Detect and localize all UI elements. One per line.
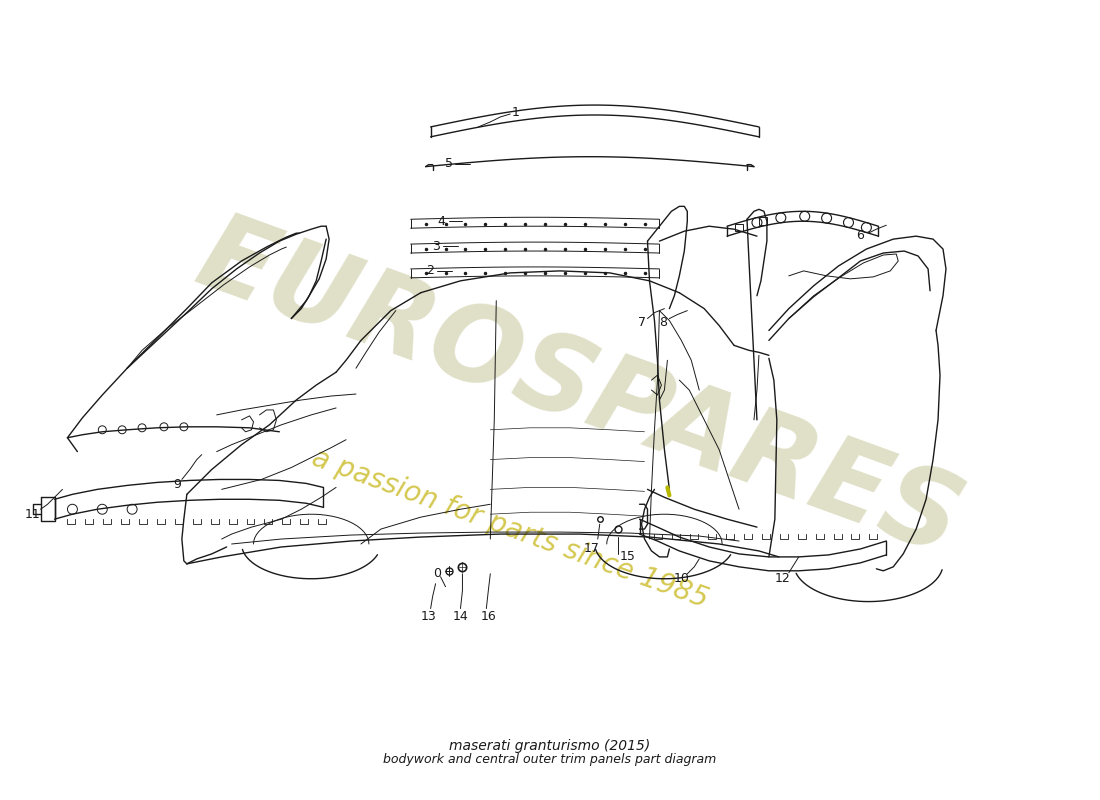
Text: 5: 5: [444, 157, 452, 170]
Text: 10: 10: [673, 572, 690, 586]
Text: 16: 16: [481, 610, 496, 623]
Text: 9: 9: [173, 478, 180, 491]
Text: 12: 12: [774, 572, 791, 586]
Text: 7: 7: [638, 316, 646, 329]
Text: 14: 14: [452, 610, 469, 623]
Text: 8: 8: [659, 316, 668, 329]
Text: a passion for parts since 1985: a passion for parts since 1985: [308, 444, 712, 614]
Text: 15: 15: [619, 550, 636, 563]
Text: 4: 4: [438, 214, 446, 228]
Text: 3: 3: [431, 239, 440, 253]
Text: 13: 13: [420, 610, 437, 623]
Text: bodywork and central outer trim panels part diagram: bodywork and central outer trim panels p…: [384, 753, 716, 766]
Text: 11: 11: [25, 508, 41, 521]
Text: maserati granturismo (2015): maserati granturismo (2015): [450, 738, 650, 753]
Text: 2: 2: [426, 265, 433, 278]
Text: 0: 0: [433, 567, 441, 580]
Text: EUROSPARES: EUROSPARES: [184, 202, 976, 578]
Text: 6: 6: [857, 229, 865, 242]
Text: 17: 17: [584, 542, 600, 555]
Text: 1: 1: [512, 106, 519, 118]
